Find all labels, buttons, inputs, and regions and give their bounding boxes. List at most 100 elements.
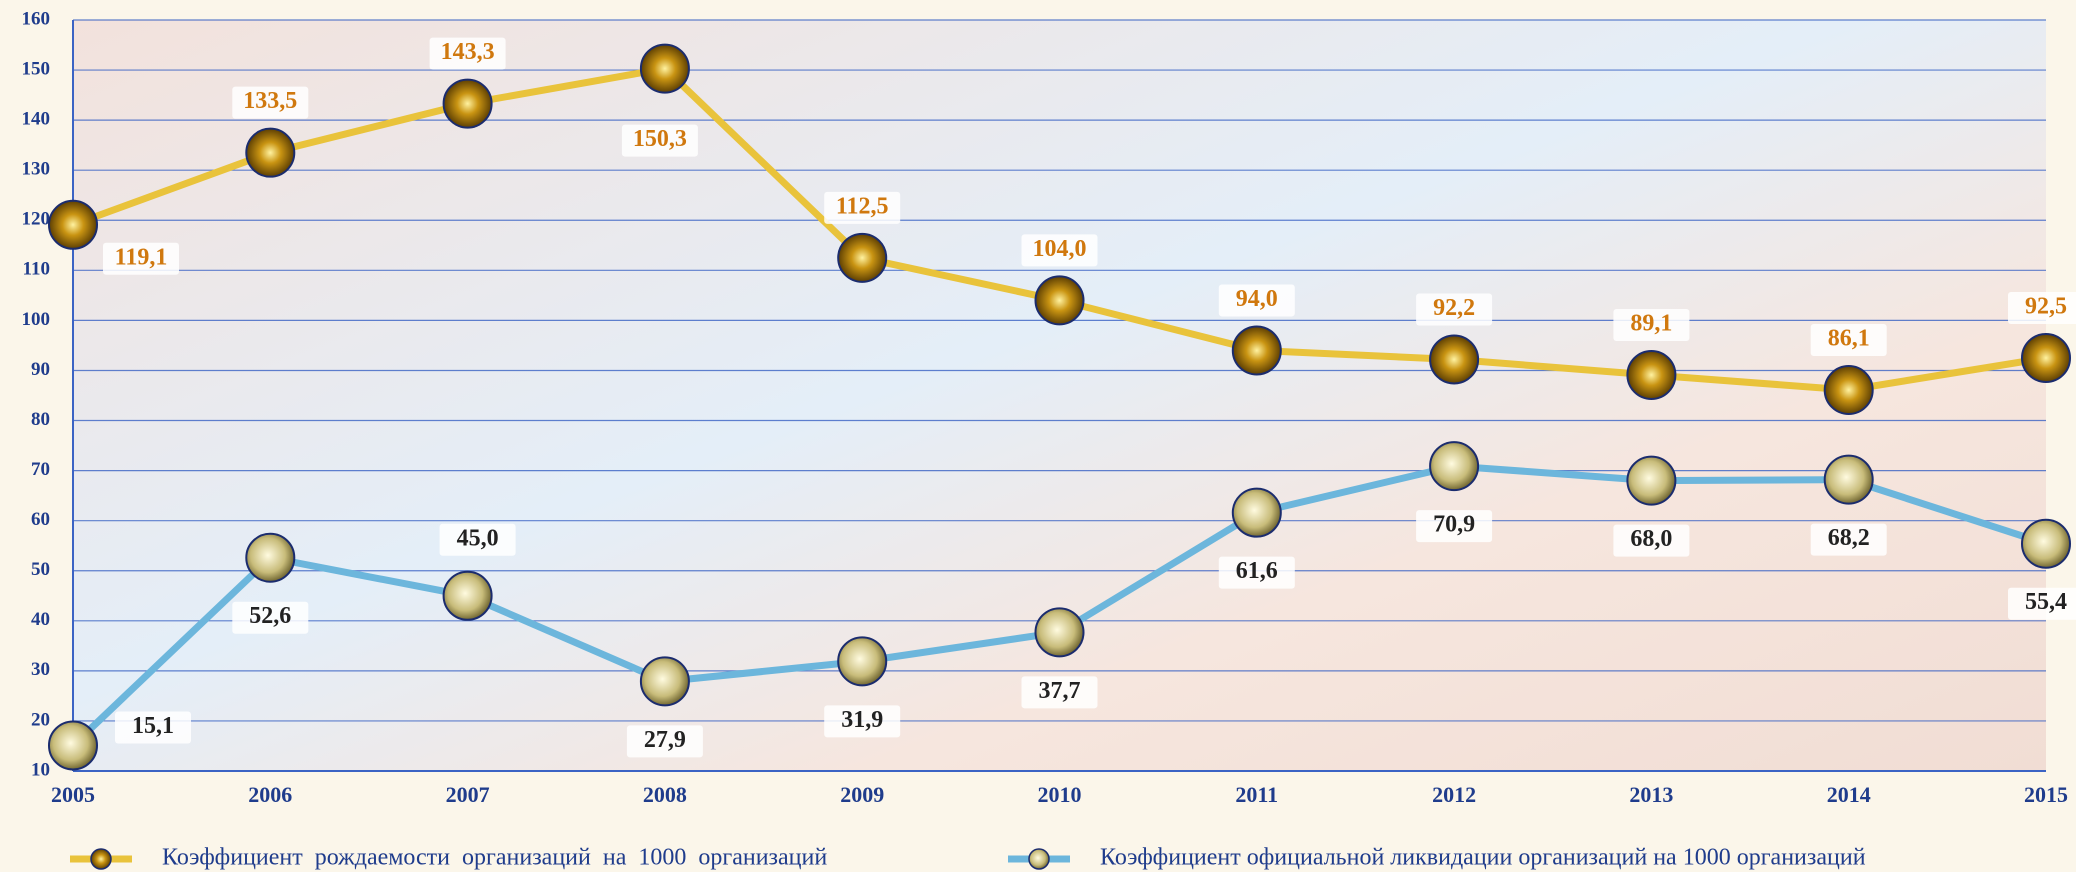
marker: [48, 720, 98, 771]
marker: [245, 532, 296, 583]
y-tick-label: 20: [31, 709, 50, 730]
y-tick-label: 140: [22, 108, 51, 129]
y-tick-label: 10: [31, 759, 50, 780]
marker: [1231, 487, 1282, 538]
data-label: 15,1: [132, 713, 174, 739]
x-tick-label: 2014: [1827, 782, 1871, 807]
legend-label: Коэффициент официальной ликвидации орган…: [1100, 845, 1866, 871]
y-tick-label: 110: [23, 259, 50, 280]
label-box: [1416, 293, 1493, 326]
y-tick-label: 150: [22, 58, 51, 79]
data-label: 133,5: [243, 88, 297, 114]
label-box: [1218, 284, 1295, 317]
marker: [1626, 455, 1677, 506]
label-box: [115, 711, 191, 744]
data-label: 94,0: [1236, 286, 1278, 312]
marker: [442, 570, 493, 621]
marker: [1231, 325, 1282, 376]
marker: [1034, 607, 1085, 658]
label-box: [626, 725, 703, 758]
label-box: [1021, 676, 1098, 709]
data-label: 68,2: [1828, 525, 1870, 551]
x-tick-label: 2009: [840, 782, 884, 807]
marker: [48, 199, 98, 250]
x-tick-label: 2007: [446, 782, 490, 807]
marker: [837, 636, 888, 687]
label-box: [1810, 323, 1887, 356]
x-tick-label: 2010: [1038, 782, 1082, 807]
data-label: 52,6: [249, 603, 291, 629]
x-tick-label: 2015: [2024, 782, 2068, 807]
y-tick-label: 130: [22, 159, 51, 180]
label-box: [824, 705, 901, 738]
label-box: [1613, 308, 1690, 341]
data-label: 31,9: [841, 707, 883, 733]
data-label: 89,1: [1630, 310, 1672, 336]
data-label: 61,6: [1236, 558, 1278, 584]
y-tick-label: 60: [31, 509, 50, 530]
label-box: [439, 523, 516, 556]
data-label: 45,0: [457, 525, 499, 551]
plot-background: [73, 20, 2046, 771]
label-box: [103, 242, 179, 275]
label-box: [2008, 587, 2076, 620]
label-box: [1416, 510, 1493, 543]
marker: [1823, 364, 1874, 415]
data-label: 37,7: [1039, 678, 1081, 704]
legend-marker: [90, 848, 112, 870]
x-tick-label: 2012: [1432, 782, 1476, 807]
marker: [2021, 332, 2071, 383]
data-label: 150,3: [633, 126, 687, 152]
label-box: [1810, 523, 1887, 556]
label-box: [2008, 291, 2076, 324]
x-tick-label: 2006: [248, 782, 292, 807]
y-tick-label: 80: [31, 409, 50, 430]
marker: [245, 127, 296, 178]
y-tick-label: 120: [22, 209, 51, 230]
marker: [1429, 334, 1480, 385]
data-label: 68,0: [1630, 526, 1672, 552]
label-box: [232, 601, 309, 634]
marker: [1429, 441, 1480, 492]
data-label: 92,5: [2025, 293, 2067, 319]
x-tick-label: 2008: [643, 782, 687, 807]
y-tick-label: 40: [31, 609, 50, 630]
label-box: [1613, 524, 1690, 557]
label-box: [429, 37, 506, 70]
marker: [639, 656, 690, 707]
data-label: 70,9: [1433, 512, 1475, 538]
x-tick-label: 2011: [1235, 782, 1278, 807]
data-label: 119,1: [115, 244, 168, 270]
label-box: [824, 191, 901, 224]
y-tick-label: 160: [22, 8, 51, 29]
y-tick-label: 50: [31, 559, 50, 580]
marker: [1034, 275, 1085, 326]
x-tick-label: 2013: [1629, 782, 1673, 807]
marker: [837, 232, 888, 283]
marker: [639, 43, 690, 94]
label-box: [621, 124, 698, 157]
marker: [1626, 349, 1677, 400]
legend-marker: [1028, 848, 1050, 870]
data-label: 112,5: [836, 193, 889, 219]
label-box: [1218, 556, 1295, 589]
data-label: 55,4: [2025, 589, 2067, 615]
legend-label: Коэффициент рождаемости организаций на 1…: [162, 845, 827, 871]
y-tick-label: 70: [31, 459, 50, 480]
label-box: [232, 86, 309, 119]
data-label: 86,1: [1828, 325, 1870, 351]
y-tick-label: 100: [22, 309, 51, 330]
marker: [2021, 518, 2071, 569]
data-label: 27,9: [644, 727, 686, 753]
data-label: 143,3: [441, 39, 495, 65]
data-label: 92,2: [1433, 295, 1475, 321]
marker: [442, 78, 493, 129]
y-tick-label: 30: [31, 659, 50, 680]
marker: [1823, 454, 1874, 505]
x-tick-label: 2005: [51, 782, 95, 807]
y-tick-label: 90: [31, 359, 50, 380]
label-box: [1021, 234, 1098, 267]
data-label: 104,0: [1033, 236, 1087, 262]
